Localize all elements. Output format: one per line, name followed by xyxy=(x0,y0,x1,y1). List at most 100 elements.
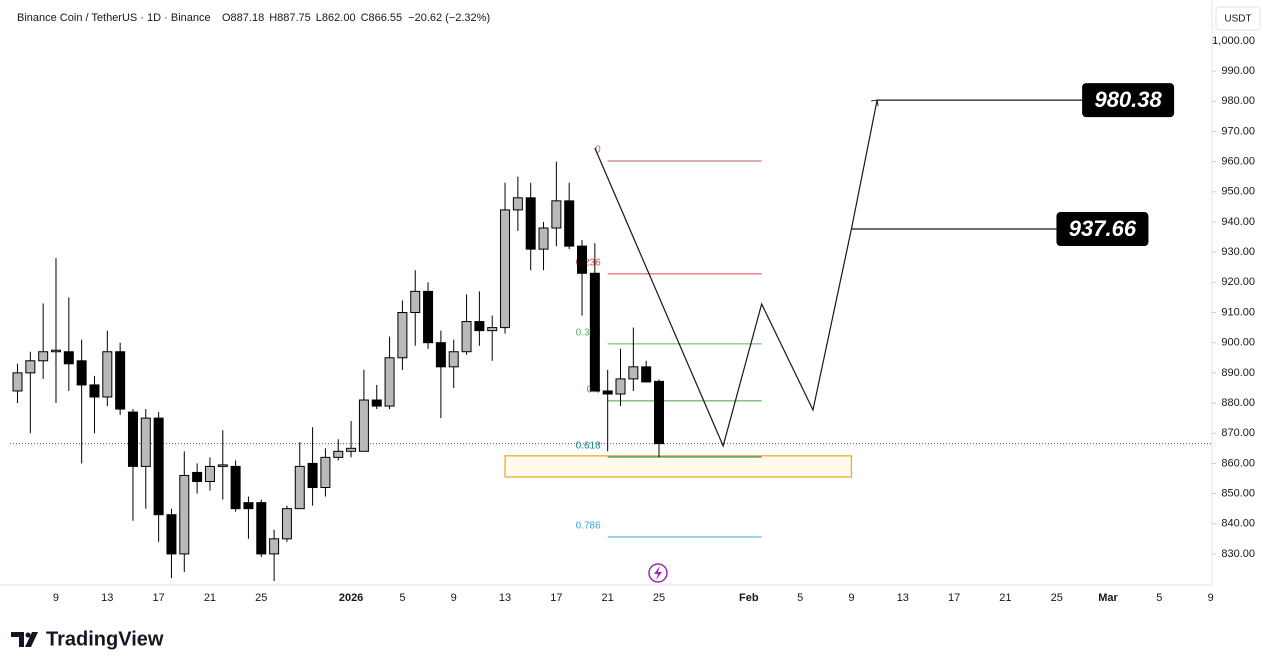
candle-body xyxy=(410,290,421,314)
y-tick-label: 910.00 xyxy=(1221,306,1255,318)
candle-body xyxy=(12,372,23,392)
candle-body xyxy=(461,321,472,353)
y-tick-label: 990.00 xyxy=(1221,65,1255,77)
candle-body xyxy=(500,209,511,329)
x-tick-label: 21 xyxy=(204,592,216,604)
tradingview-logo xyxy=(11,632,38,647)
candle-body xyxy=(448,351,459,368)
candle-body xyxy=(435,342,446,368)
candle-body xyxy=(256,502,267,555)
x-tick-label: 9 xyxy=(451,592,457,604)
candle-body xyxy=(654,380,664,445)
candle-body xyxy=(230,465,241,510)
x-tick-label: 25 xyxy=(653,592,665,604)
x-tick-label: 13 xyxy=(897,592,909,604)
candle-body xyxy=(320,456,331,489)
candle-body xyxy=(307,462,318,489)
candle-body xyxy=(589,272,600,392)
axis-unit: USDT xyxy=(1224,14,1251,25)
candle-body xyxy=(89,384,100,398)
x-tick-label: 25 xyxy=(255,592,267,604)
y-tick-label: 850.00 xyxy=(1221,487,1255,499)
candle-body xyxy=(50,349,61,353)
target-label: 980.38 xyxy=(1094,87,1162,112)
lightning-icon[interactable] xyxy=(648,563,668,583)
candle-body xyxy=(397,312,408,359)
candle-body xyxy=(102,351,113,398)
y-tick-label: 860.00 xyxy=(1221,457,1255,469)
symbol-title: Binance Coin / TetherUS · 1D · Binance xyxy=(17,12,211,24)
candle-body xyxy=(525,197,536,250)
y-tick-label: 880.00 xyxy=(1221,397,1255,409)
x-tick-label: 17 xyxy=(153,592,165,604)
y-tick-label: 920.00 xyxy=(1221,276,1255,288)
y-tick-label: 940.00 xyxy=(1221,216,1255,228)
ohlc-values: O887.18 H887.75 L862.00 C866.55 −20.62 (−2.3… xyxy=(222,12,490,24)
candle-body xyxy=(179,474,190,555)
x-tick-label: Feb xyxy=(739,592,759,604)
fib-label: 0.786 xyxy=(576,521,601,532)
candle-body xyxy=(217,464,228,467)
candle-body xyxy=(474,321,485,332)
x-tick-label: 9 xyxy=(53,592,59,604)
candle-body xyxy=(512,197,523,211)
y-tick-label: 980.00 xyxy=(1221,95,1255,107)
target-zone xyxy=(504,455,853,478)
candle-body xyxy=(25,360,36,374)
x-tick-label: Mar xyxy=(1098,592,1118,604)
target-label: 937.66 xyxy=(1069,216,1137,241)
y-tick-label: 960.00 xyxy=(1221,156,1255,168)
branding: TradingView xyxy=(46,628,164,650)
x-tick-label: 13 xyxy=(101,592,113,604)
candle-body xyxy=(333,450,344,458)
x-tick-label: 21 xyxy=(999,592,1011,604)
y-tick-label: 830.00 xyxy=(1221,548,1255,560)
y-tick-label: 930.00 xyxy=(1221,246,1255,258)
candle-body xyxy=(294,465,305,510)
candle-body xyxy=(538,227,549,250)
y-tick-label: 950.00 xyxy=(1221,186,1255,198)
y-tick-label: 870.00 xyxy=(1221,427,1255,439)
candle-body xyxy=(115,351,126,410)
x-tick-label: 21 xyxy=(602,592,614,604)
candle-body xyxy=(487,327,498,332)
candle-body xyxy=(192,471,203,482)
fib-label: 0.618 xyxy=(576,441,601,452)
target-box xyxy=(1056,212,1149,247)
fib-label: 0 xyxy=(595,145,601,156)
ohlc-value: H887.75 xyxy=(269,12,311,24)
candle-body xyxy=(564,200,575,247)
x-tick-label: 5 xyxy=(797,592,803,604)
y-tick-label: 970.00 xyxy=(1221,125,1255,137)
candle-body xyxy=(127,411,138,467)
unit-box[interactable] xyxy=(1215,6,1261,31)
candle-body xyxy=(641,366,652,383)
x-tick-label: 9 xyxy=(1208,592,1214,604)
fib-label: 0.236 xyxy=(576,258,601,269)
x-tick-label: 5 xyxy=(399,592,405,604)
ohlc-value: L862.00 xyxy=(316,12,356,24)
candle-body xyxy=(166,514,177,555)
candle-body xyxy=(204,465,215,482)
x-tick-label: 2026 xyxy=(339,592,363,604)
y-tick-label: 1,000.00 xyxy=(1212,35,1255,47)
x-tick-label: 17 xyxy=(948,592,960,604)
candle-body xyxy=(76,360,87,386)
x-tick-label: 17 xyxy=(550,592,562,604)
candle-body xyxy=(371,399,382,407)
candle-body xyxy=(269,538,280,555)
target-box xyxy=(1082,83,1175,118)
candle-body xyxy=(628,366,639,380)
candle-body xyxy=(577,245,588,274)
y-tick-label: 840.00 xyxy=(1221,518,1255,530)
x-tick-label: 13 xyxy=(499,592,511,604)
candle-body xyxy=(243,502,254,510)
candle-body xyxy=(153,417,164,516)
y-tick-label: 890.00 xyxy=(1221,367,1255,379)
fib-label: 0.382 xyxy=(576,328,601,339)
x-tick-label: 5 xyxy=(1156,592,1162,604)
candle-body xyxy=(423,290,434,344)
